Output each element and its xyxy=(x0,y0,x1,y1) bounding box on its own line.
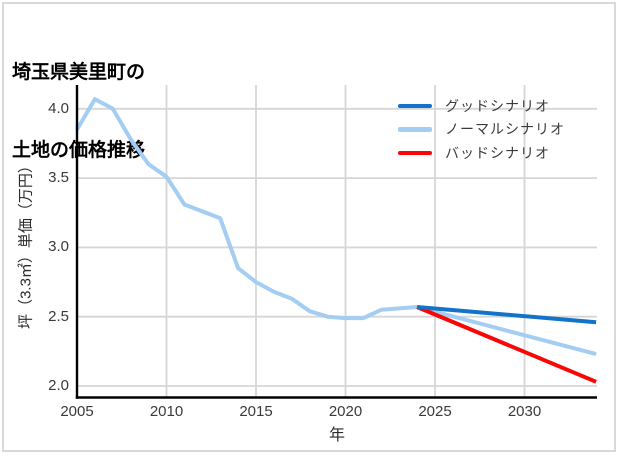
historical-series-line xyxy=(75,97,418,321)
good-series-line xyxy=(416,305,597,325)
chart-title: 埼玉県美里町の 土地の価格推移 xyxy=(12,8,145,216)
legend-row-bad: バッドシナリオ xyxy=(398,141,565,165)
legend-row-normal: ノーマルシナリオ xyxy=(398,118,565,142)
chart-title-line2: 土地の価格推移 xyxy=(12,140,146,161)
bad-scenario-line-swatch xyxy=(398,150,432,155)
y-tick-label: 2.5 xyxy=(48,307,69,325)
y-tick-label: 2.0 xyxy=(48,376,69,394)
x-tick-label: 2025 xyxy=(418,403,452,420)
x-axis-label: 年 xyxy=(328,427,345,444)
x-tick-label: 2015 xyxy=(239,403,273,420)
y-tick-label: 3.5 xyxy=(48,169,69,187)
y-tick-label: 4.0 xyxy=(48,99,69,117)
legend-label-good: グッドシナリオ xyxy=(445,97,550,114)
y-axis-label: 坪（3.3㎡）単価（万円） xyxy=(17,158,35,329)
normal-scenario-line-swatch xyxy=(398,127,432,132)
y-tick-label: 3.0 xyxy=(48,238,69,256)
legend-label-bad: バッドシナリオ xyxy=(445,144,550,161)
x-tick-label: 2010 xyxy=(149,403,184,420)
x-tick-label: 2005 xyxy=(60,403,94,420)
chart-border-frame xyxy=(2,2,616,452)
x-tick-label: 2030 xyxy=(507,403,542,420)
good-scenario-line-swatch xyxy=(398,103,432,108)
legend-row-good: グッドシナリオ xyxy=(398,94,565,118)
x-tick-label: 2020 xyxy=(328,403,363,420)
bad-series-line xyxy=(416,305,597,384)
normal-series-line xyxy=(416,305,597,357)
legend-label-normal: ノーマルシナリオ xyxy=(445,121,565,138)
legend: グッドシナリオ ノーマルシナリオ バッドシナリオ xyxy=(398,94,565,165)
chart-title-line1: 埼玉県美里町の xyxy=(12,62,146,83)
